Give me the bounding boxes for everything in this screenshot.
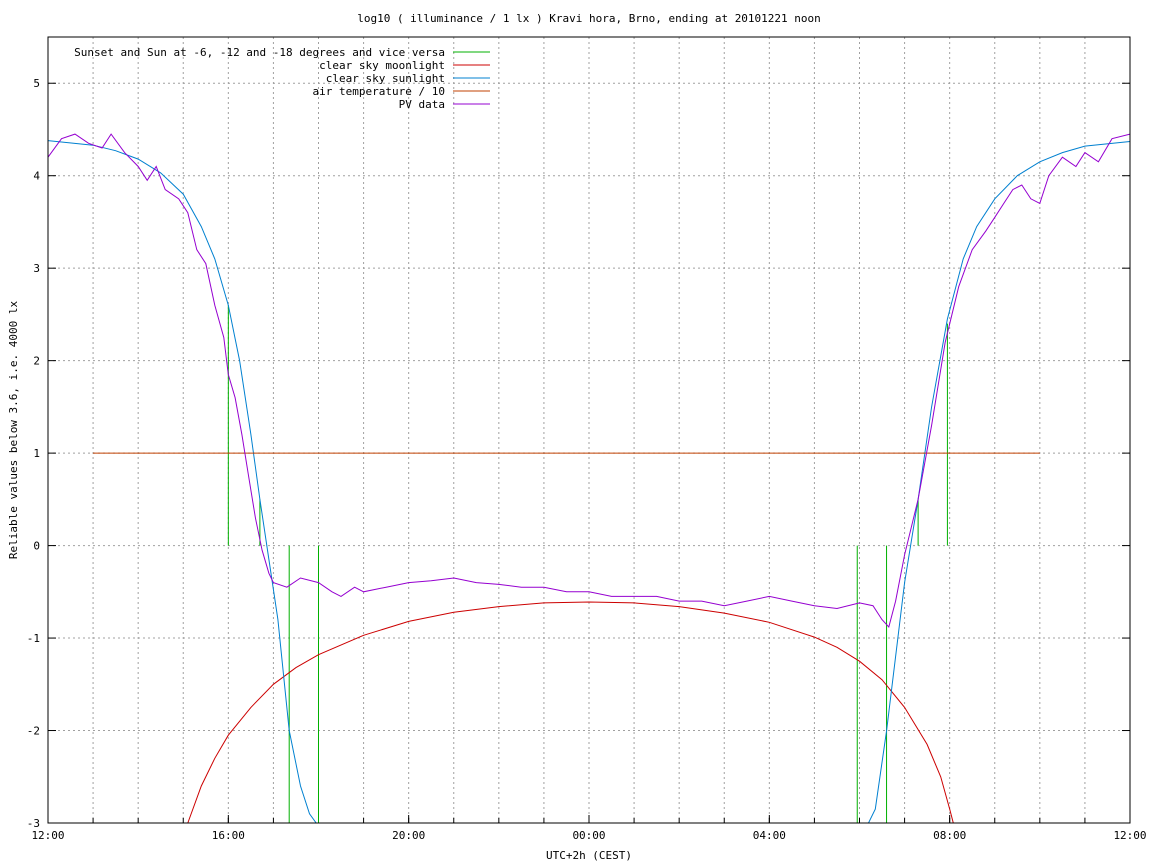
y-tick-label: 5 (33, 77, 40, 90)
y-tick-label: -3 (27, 817, 40, 830)
grid-lines (48, 37, 1130, 823)
x-tick-label: 08:00 (933, 829, 966, 842)
legend: Sunset and Sun at -6, -12 and -18 degree… (74, 46, 490, 111)
chart-title: log10 ( illuminance / 1 lx ) Kravi hora,… (357, 12, 821, 25)
y-tick-label: 4 (33, 170, 40, 183)
y-tick-label: -1 (27, 632, 40, 645)
x-tick-label: 00:00 (572, 829, 605, 842)
legend-label: clear sky sunlight (326, 72, 445, 85)
series-line-2 (47, 140, 1131, 824)
plot-frame (47, 36, 1131, 824)
y-tick-label: 3 (33, 262, 40, 275)
x-tick-label: 12:00 (1113, 829, 1146, 842)
legend-label: air temperature / 10 (313, 85, 445, 98)
y-tick-label: -2 (27, 725, 40, 738)
x-tick-label: 04:00 (753, 829, 786, 842)
y-tick-label: 0 (33, 540, 40, 553)
series-line-1 (187, 601, 954, 824)
x-tick-label: 16:00 (212, 829, 245, 842)
legend-label: Sunset and Sun at -6, -12 and -18 degree… (74, 46, 445, 59)
series-line-4 (47, 133, 1131, 629)
y-tick-label: 2 (33, 355, 40, 368)
x-tick-label: 12:00 (31, 829, 64, 842)
legend-label: clear sky moonlight (319, 59, 445, 72)
x-tick-label: 20:00 (392, 829, 425, 842)
legend-label: PV data (399, 98, 445, 111)
axis-ticks: -3 -2 -1 0 1 2 3 4 5 12:00 16:00 20:00 00:00 04:00 08:… (27, 77, 1147, 842)
y-tick-label: 1 (33, 447, 40, 460)
y-axis-label: Reliable values below 3.6, i.e. 4000 lx (7, 300, 20, 559)
x-axis-label: UTC+2h (CEST) (546, 849, 632, 862)
series-layer (47, 133, 1131, 824)
